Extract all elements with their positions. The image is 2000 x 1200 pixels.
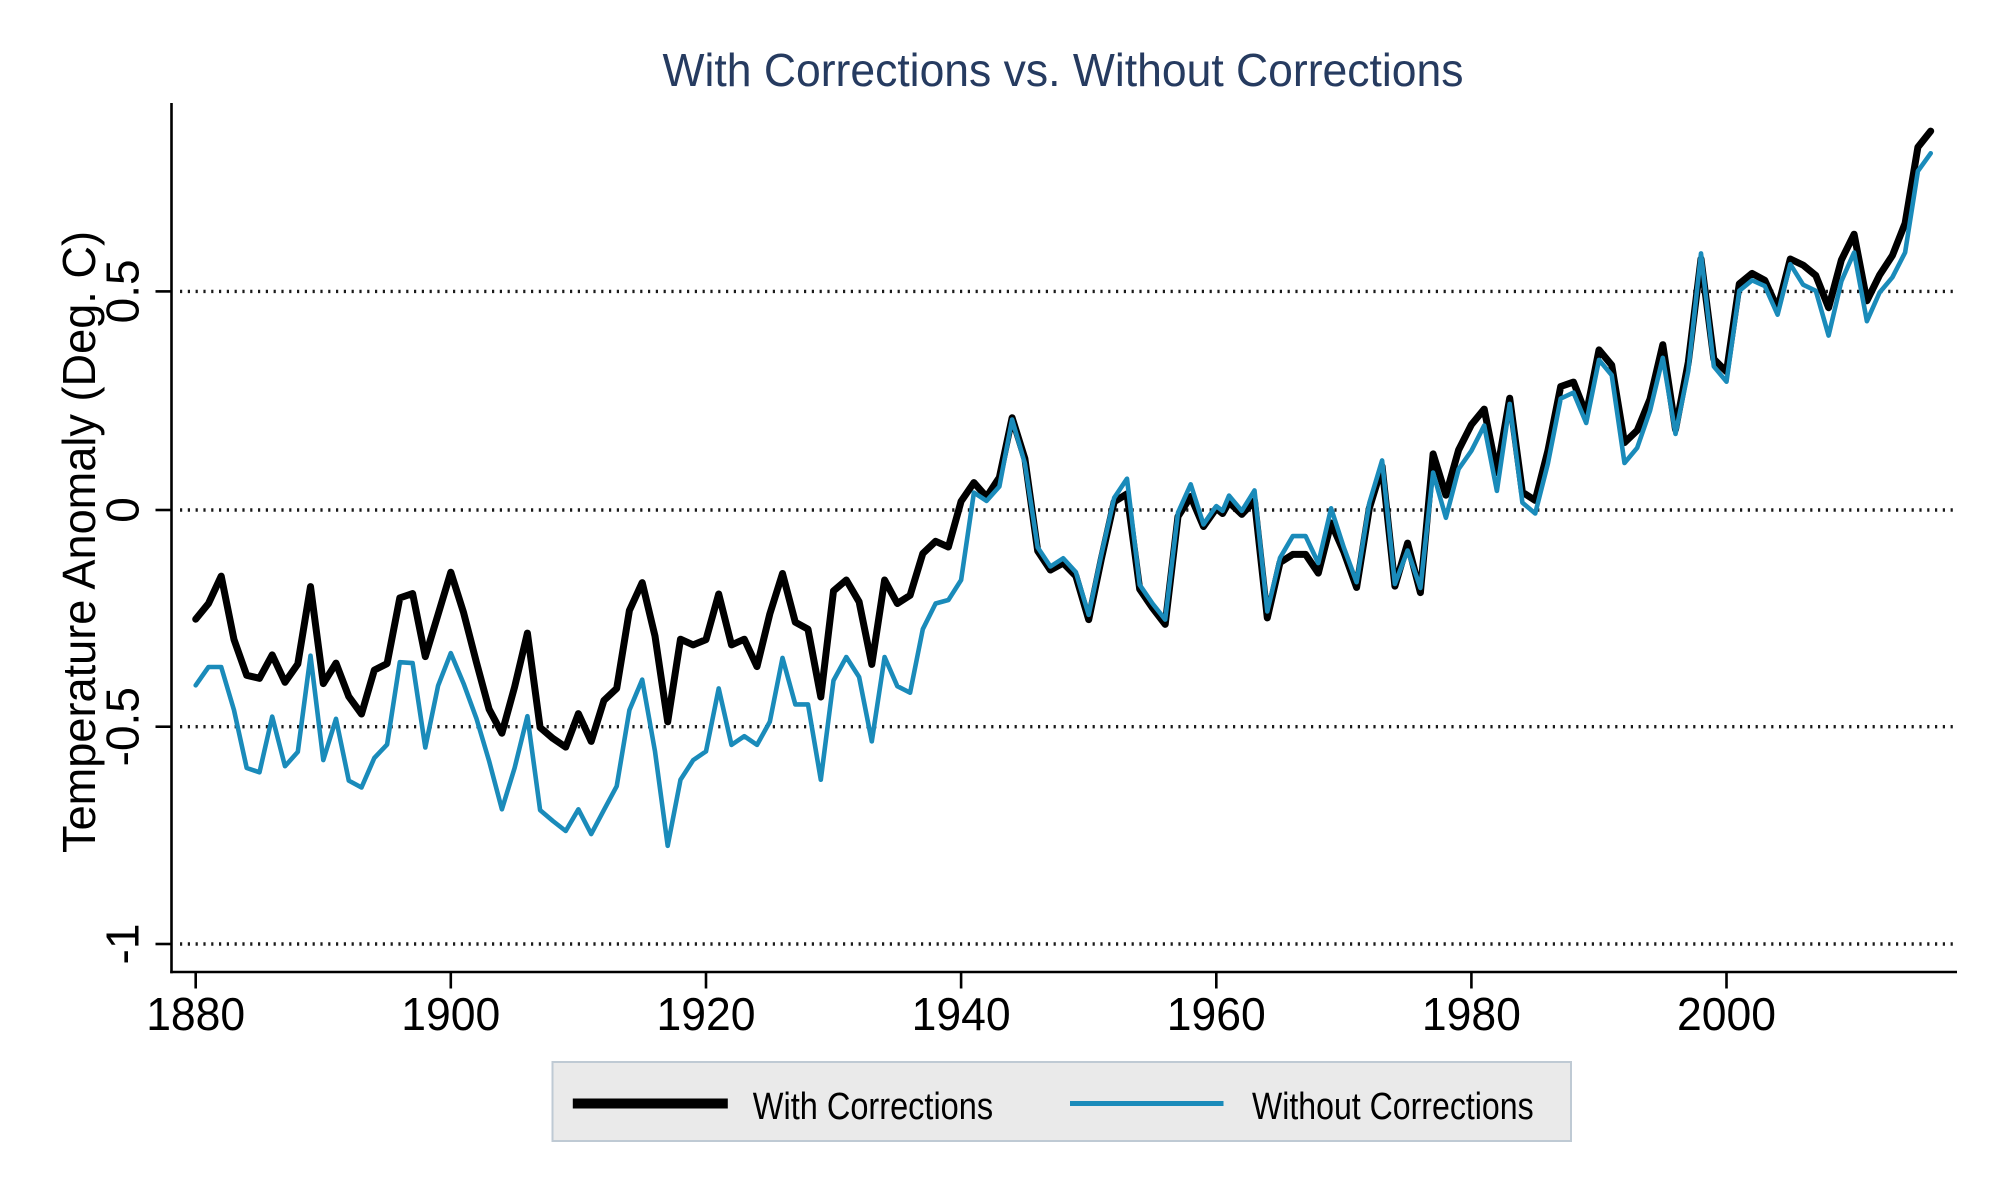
svg-text:Without Corrections: Without Corrections [1252,1086,1534,1128]
svg-text:1960: 1960 [1167,988,1266,1040]
svg-text:1920: 1920 [657,988,756,1040]
svg-text:1900: 1900 [401,988,500,1040]
svg-text:0.5: 0.5 [97,259,149,323]
svg-text:2000: 2000 [1677,988,1776,1040]
svg-text:1940: 1940 [912,988,1011,1040]
svg-text:With Corrections: With Corrections [753,1086,993,1128]
svg-text:Temperature Anomaly (Deg. C): Temperature Anomaly (Deg. C) [53,231,105,853]
svg-text:With Corrections vs. Without C: With Corrections vs. Without Corrections [663,44,1464,96]
svg-text:0: 0 [97,497,149,523]
svg-text:1880: 1880 [146,988,245,1040]
svg-text:-1: -1 [97,924,149,965]
svg-text:1980: 1980 [1422,988,1521,1040]
svg-text:-0.5: -0.5 [97,687,149,766]
